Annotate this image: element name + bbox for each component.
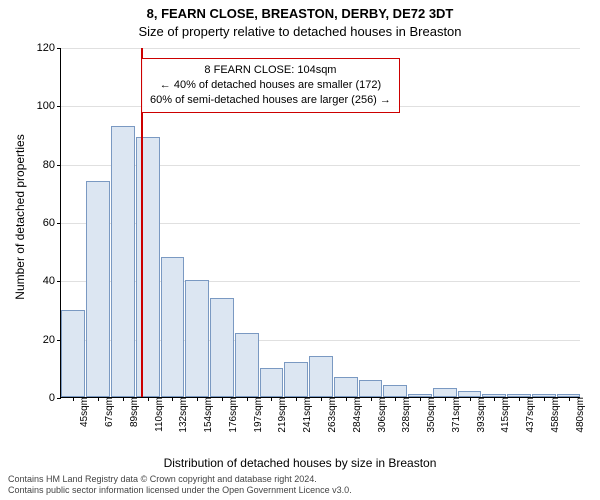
callout-line2: ← 40% of detached houses are smaller (17… xyxy=(150,78,391,93)
xtick-label: 67sqm xyxy=(102,397,115,427)
callout-line1: 8 FEARN CLOSE: 104sqm xyxy=(150,63,391,78)
bar xyxy=(309,356,333,397)
callout-line3: 60% of semi-detached houses are larger (… xyxy=(150,93,391,108)
xtick-label: 415sqm xyxy=(498,397,511,433)
bar xyxy=(61,310,85,398)
ytick-label: 0 xyxy=(25,392,61,404)
callout-box: 8 FEARN CLOSE: 104sqm← 40% of detached h… xyxy=(141,58,400,113)
bar xyxy=(86,181,110,397)
xtick-label: 437sqm xyxy=(523,397,536,433)
chart-title-main: 8, FEARN CLOSE, BREASTON, DERBY, DE72 3D… xyxy=(0,6,600,21)
xtick-mark xyxy=(420,397,421,401)
ytick-label: 20 xyxy=(25,334,61,346)
ytick-label: 120 xyxy=(25,42,61,54)
xtick-mark xyxy=(346,397,347,401)
ytick-label: 40 xyxy=(25,275,61,287)
xtick-label: 458sqm xyxy=(548,397,561,433)
xtick-mark xyxy=(296,397,297,401)
xtick-label: 154sqm xyxy=(201,397,214,433)
bar xyxy=(359,380,383,398)
xtick-mark xyxy=(445,397,446,401)
xtick-mark xyxy=(470,397,471,401)
xtick-mark xyxy=(371,397,372,401)
xtick-label: 176sqm xyxy=(226,397,239,433)
bar xyxy=(111,126,135,397)
xtick-mark xyxy=(321,397,322,401)
xtick-mark xyxy=(73,397,74,401)
xtick-label: 197sqm xyxy=(251,397,264,433)
xtick-mark xyxy=(172,397,173,401)
ytick-label: 100 xyxy=(25,100,61,112)
xtick-mark xyxy=(123,397,124,401)
chart-title-sub: Size of property relative to detached ho… xyxy=(0,24,600,39)
attribution-text: Contains HM Land Registry data © Crown c… xyxy=(8,474,352,496)
bar xyxy=(260,368,284,397)
xtick-mark xyxy=(197,397,198,401)
xtick-label: 328sqm xyxy=(399,397,412,433)
xtick-mark xyxy=(222,397,223,401)
chart-container: 8, FEARN CLOSE, BREASTON, DERBY, DE72 3D… xyxy=(0,0,600,500)
xtick-mark xyxy=(148,397,149,401)
bar xyxy=(284,362,308,397)
xtick-label: 132sqm xyxy=(176,397,189,433)
xtick-label: 241sqm xyxy=(300,397,313,433)
xtick-mark xyxy=(569,397,570,401)
xtick-mark xyxy=(98,397,99,401)
xtick-mark xyxy=(494,397,495,401)
bar xyxy=(383,385,407,397)
bar xyxy=(161,257,185,397)
bar xyxy=(210,298,234,397)
bar xyxy=(433,388,457,397)
ytick-label: 80 xyxy=(25,159,61,171)
xtick-label: 89sqm xyxy=(127,397,140,427)
gridline xyxy=(61,48,580,49)
ytick-label: 60 xyxy=(25,217,61,229)
bar xyxy=(334,377,358,397)
xtick-label: 284sqm xyxy=(350,397,363,433)
bar xyxy=(136,137,160,397)
xtick-label: 350sqm xyxy=(424,397,437,433)
xtick-mark xyxy=(395,397,396,401)
xtick-label: 371sqm xyxy=(449,397,462,433)
xtick-label: 306sqm xyxy=(375,397,388,433)
bar xyxy=(235,333,259,397)
xtick-label: 45sqm xyxy=(77,397,90,427)
attribution-line1: Contains HM Land Registry data © Crown c… xyxy=(8,474,317,484)
xtick-label: 480sqm xyxy=(573,397,586,433)
xtick-mark xyxy=(544,397,545,401)
attribution-line2: Contains public sector information licen… xyxy=(8,485,352,495)
bar xyxy=(185,280,209,397)
xtick-mark xyxy=(247,397,248,401)
x-axis-label: Distribution of detached houses by size … xyxy=(0,456,600,470)
xtick-label: 263sqm xyxy=(325,397,338,433)
xtick-label: 110sqm xyxy=(152,397,165,432)
plot-area: 02040608010012045sqm67sqm89sqm110sqm132s… xyxy=(60,48,580,398)
xtick-label: 219sqm xyxy=(275,397,288,433)
xtick-mark xyxy=(519,397,520,401)
xtick-label: 393sqm xyxy=(474,397,487,433)
xtick-mark xyxy=(271,397,272,401)
